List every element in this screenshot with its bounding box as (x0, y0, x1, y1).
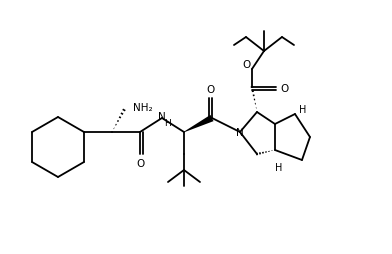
Text: N: N (236, 128, 244, 137)
Text: O: O (207, 85, 215, 95)
Text: O: O (137, 158, 145, 168)
Text: N: N (158, 112, 166, 121)
Text: H: H (299, 105, 307, 115)
Text: O: O (243, 60, 251, 70)
Text: H: H (275, 162, 283, 172)
Text: H: H (165, 119, 171, 128)
Text: O: O (281, 84, 289, 94)
Text: NH₂: NH₂ (133, 103, 152, 113)
Polygon shape (184, 115, 214, 133)
